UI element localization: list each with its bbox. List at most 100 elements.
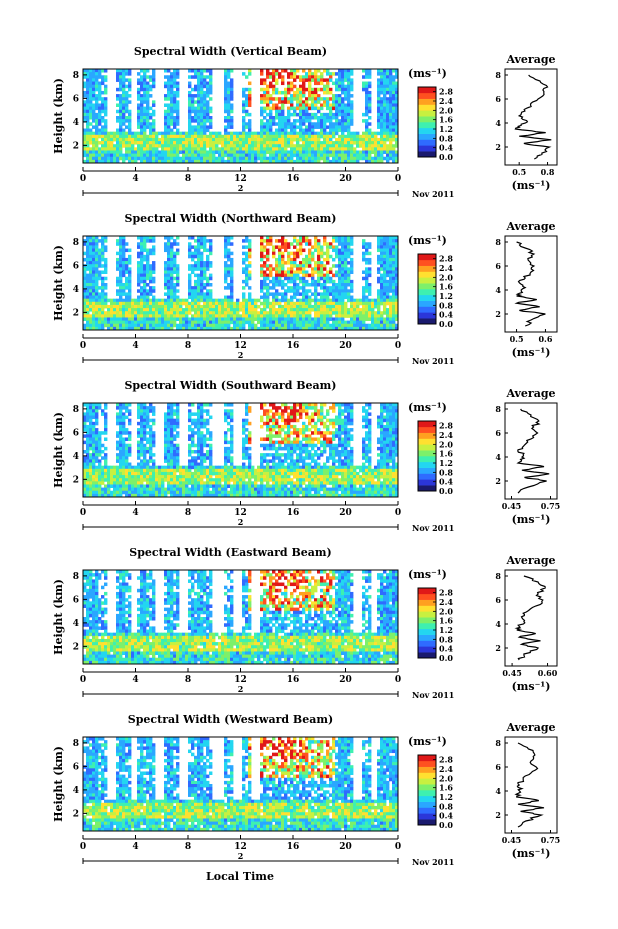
x-tick-label: 0 (80, 174, 86, 184)
colorbar-unit-label: (ms⁻¹) (408, 735, 447, 748)
heatmap (83, 69, 399, 164)
average-profile-line (514, 575, 546, 661)
colorbar-tick-label: 1.2 (439, 625, 453, 635)
colorbar-tick-label: 1.6 (439, 282, 453, 292)
x-tick-label: 16 (287, 508, 300, 518)
x-tick-label: 20 (339, 341, 352, 351)
colorbar-unit-label: (ms⁻¹) (408, 568, 447, 581)
average-profile-line (514, 742, 545, 828)
colorbar-tick-label: 0.4 (439, 811, 453, 821)
panel-title: Spectral Width (Eastward Beam) (129, 546, 331, 559)
colorbar-tick-label: 1.2 (439, 792, 453, 802)
average-profile: Average 2 4 6 8 0.45 0.75 (ms⁻¹) (495, 721, 560, 860)
average-profile: Average 2 4 6 8 0.5 0.6 (ms⁻¹) (495, 220, 558, 359)
height-ylabel: Height (km) (52, 78, 65, 154)
panel-1: Spectral Width (Vertical Beam) Height (km… (52, 45, 558, 199)
colorbar-tick-label: 1.2 (439, 458, 453, 468)
average-x-tick-label: 0.75 (541, 501, 560, 511)
average-xlabel: (ms⁻¹) (512, 346, 551, 359)
y-tick-label: 6 (73, 595, 79, 605)
colorbar-tick-label: 0.8 (439, 133, 453, 143)
x-tick-label: 12 (234, 174, 247, 184)
y-tick-label: 8 (73, 238, 79, 248)
x-tick-label: 16 (287, 341, 300, 351)
colorbar-tick-label: 0.8 (439, 801, 453, 811)
panel-title: Spectral Width (Northward Beam) (125, 212, 337, 225)
heatmap (83, 403, 399, 498)
average-y-tick-label: 2 (495, 309, 501, 319)
average-y-tick-label: 8 (495, 70, 501, 80)
x-tick-label: 0 (80, 508, 86, 518)
x-tick-label: 8 (185, 842, 191, 852)
x-tick-label: 12 (234, 675, 247, 685)
colorbar-tick-label: 2.0 (439, 439, 453, 449)
date-label: Nov 2011 (412, 690, 454, 700)
y-tick-label: 4 (73, 452, 79, 462)
day-label: 2 (238, 350, 244, 360)
colorbar-tick-label: 0.4 (439, 477, 453, 487)
day-label: 2 (238, 517, 244, 527)
colorbar: (ms⁻¹) 0.00.40.81.21.62.02.42.8 (408, 67, 453, 162)
y-tick-label: 2 (73, 642, 79, 652)
y-tick-label: 6 (73, 94, 79, 104)
y-tick-label: 4 (73, 118, 79, 128)
average-profile: Average 2 4 6 8 0.5 0.8 (ms⁻¹) (495, 53, 558, 192)
average-y-tick-label: 2 (495, 643, 501, 653)
average-x-tick-label: 0.6 (538, 334, 552, 344)
colorbar-tick-label: 2.0 (439, 773, 453, 783)
panel-title: Spectral Width (Southward Beam) (124, 379, 336, 392)
y-tick-label: 2 (73, 141, 79, 151)
date-label: Nov 2011 (412, 189, 454, 199)
y-tick-label: 8 (73, 405, 79, 415)
average-y-tick-label: 6 (495, 762, 501, 772)
average-y-tick-label: 4 (495, 285, 501, 295)
average-y-tick-label: 8 (495, 404, 501, 414)
day-label: 2 (238, 183, 244, 193)
average-profile-line (516, 408, 550, 494)
x-tick-label: 0 (80, 675, 86, 685)
colorbar-tick-label: 2.8 (439, 421, 453, 431)
colorbar-tick-label: 0.0 (439, 486, 453, 496)
y-tick-label: 6 (73, 261, 79, 271)
colorbar-unit-label: (ms⁻¹) (408, 401, 447, 414)
x-tick-label: 16 (287, 174, 300, 184)
colorbar-tick-label: 2.4 (439, 263, 453, 273)
average-frame (504, 736, 558, 834)
y-tick-label: 2 (73, 308, 79, 318)
heatmap-frame (82, 68, 399, 164)
colorbar-tick-label: 0.8 (439, 634, 453, 644)
colorbar: (ms⁻¹) 0.00.40.81.21.62.02.42.8 (408, 401, 453, 496)
average-title: Average (505, 53, 555, 66)
x-tick-label: 8 (185, 508, 191, 518)
y-tick-label: 4 (73, 786, 79, 796)
average-x-tick-label: 0.45 (502, 501, 521, 511)
average-x-tick-label: 0.45 (502, 835, 521, 845)
panel-3: Spectral Width (Southward Beam) Height (k… (52, 379, 560, 533)
panel-title: Spectral Width (Westward Beam) (128, 713, 333, 726)
average-xlabel: (ms⁻¹) (512, 680, 551, 693)
date-label: Nov 2011 (412, 523, 454, 533)
x-tick-label: 4 (132, 675, 138, 685)
y-tick-label: 4 (73, 619, 79, 629)
x-tick-label: 20 (339, 174, 352, 184)
average-profile-line (514, 241, 546, 327)
average-xlabel: (ms⁻¹) (512, 179, 551, 192)
average-frame (504, 68, 558, 166)
day-label: 2 (238, 851, 244, 861)
x-tick-label: 20 (339, 675, 352, 685)
average-y-tick-label: 4 (495, 619, 501, 629)
average-y-tick-label: 4 (495, 786, 501, 796)
average-x-tick-label: 0.5 (512, 167, 526, 177)
colorbar-tick-label: 2.0 (439, 606, 453, 616)
average-title: Average (505, 554, 555, 567)
average-profile-line (514, 74, 552, 160)
colorbar-tick-label: 1.6 (439, 449, 453, 459)
x-tick-label: 4 (132, 174, 138, 184)
colorbar-tick-label: 2.4 (439, 96, 453, 106)
colorbar-tick-label: 2.8 (439, 254, 453, 264)
x-tick-label: 8 (185, 675, 191, 685)
y-tick-label: 2 (73, 809, 79, 819)
colorbar-tick-label: 1.6 (439, 115, 453, 125)
colorbar-tick-label: 1.2 (439, 124, 453, 134)
